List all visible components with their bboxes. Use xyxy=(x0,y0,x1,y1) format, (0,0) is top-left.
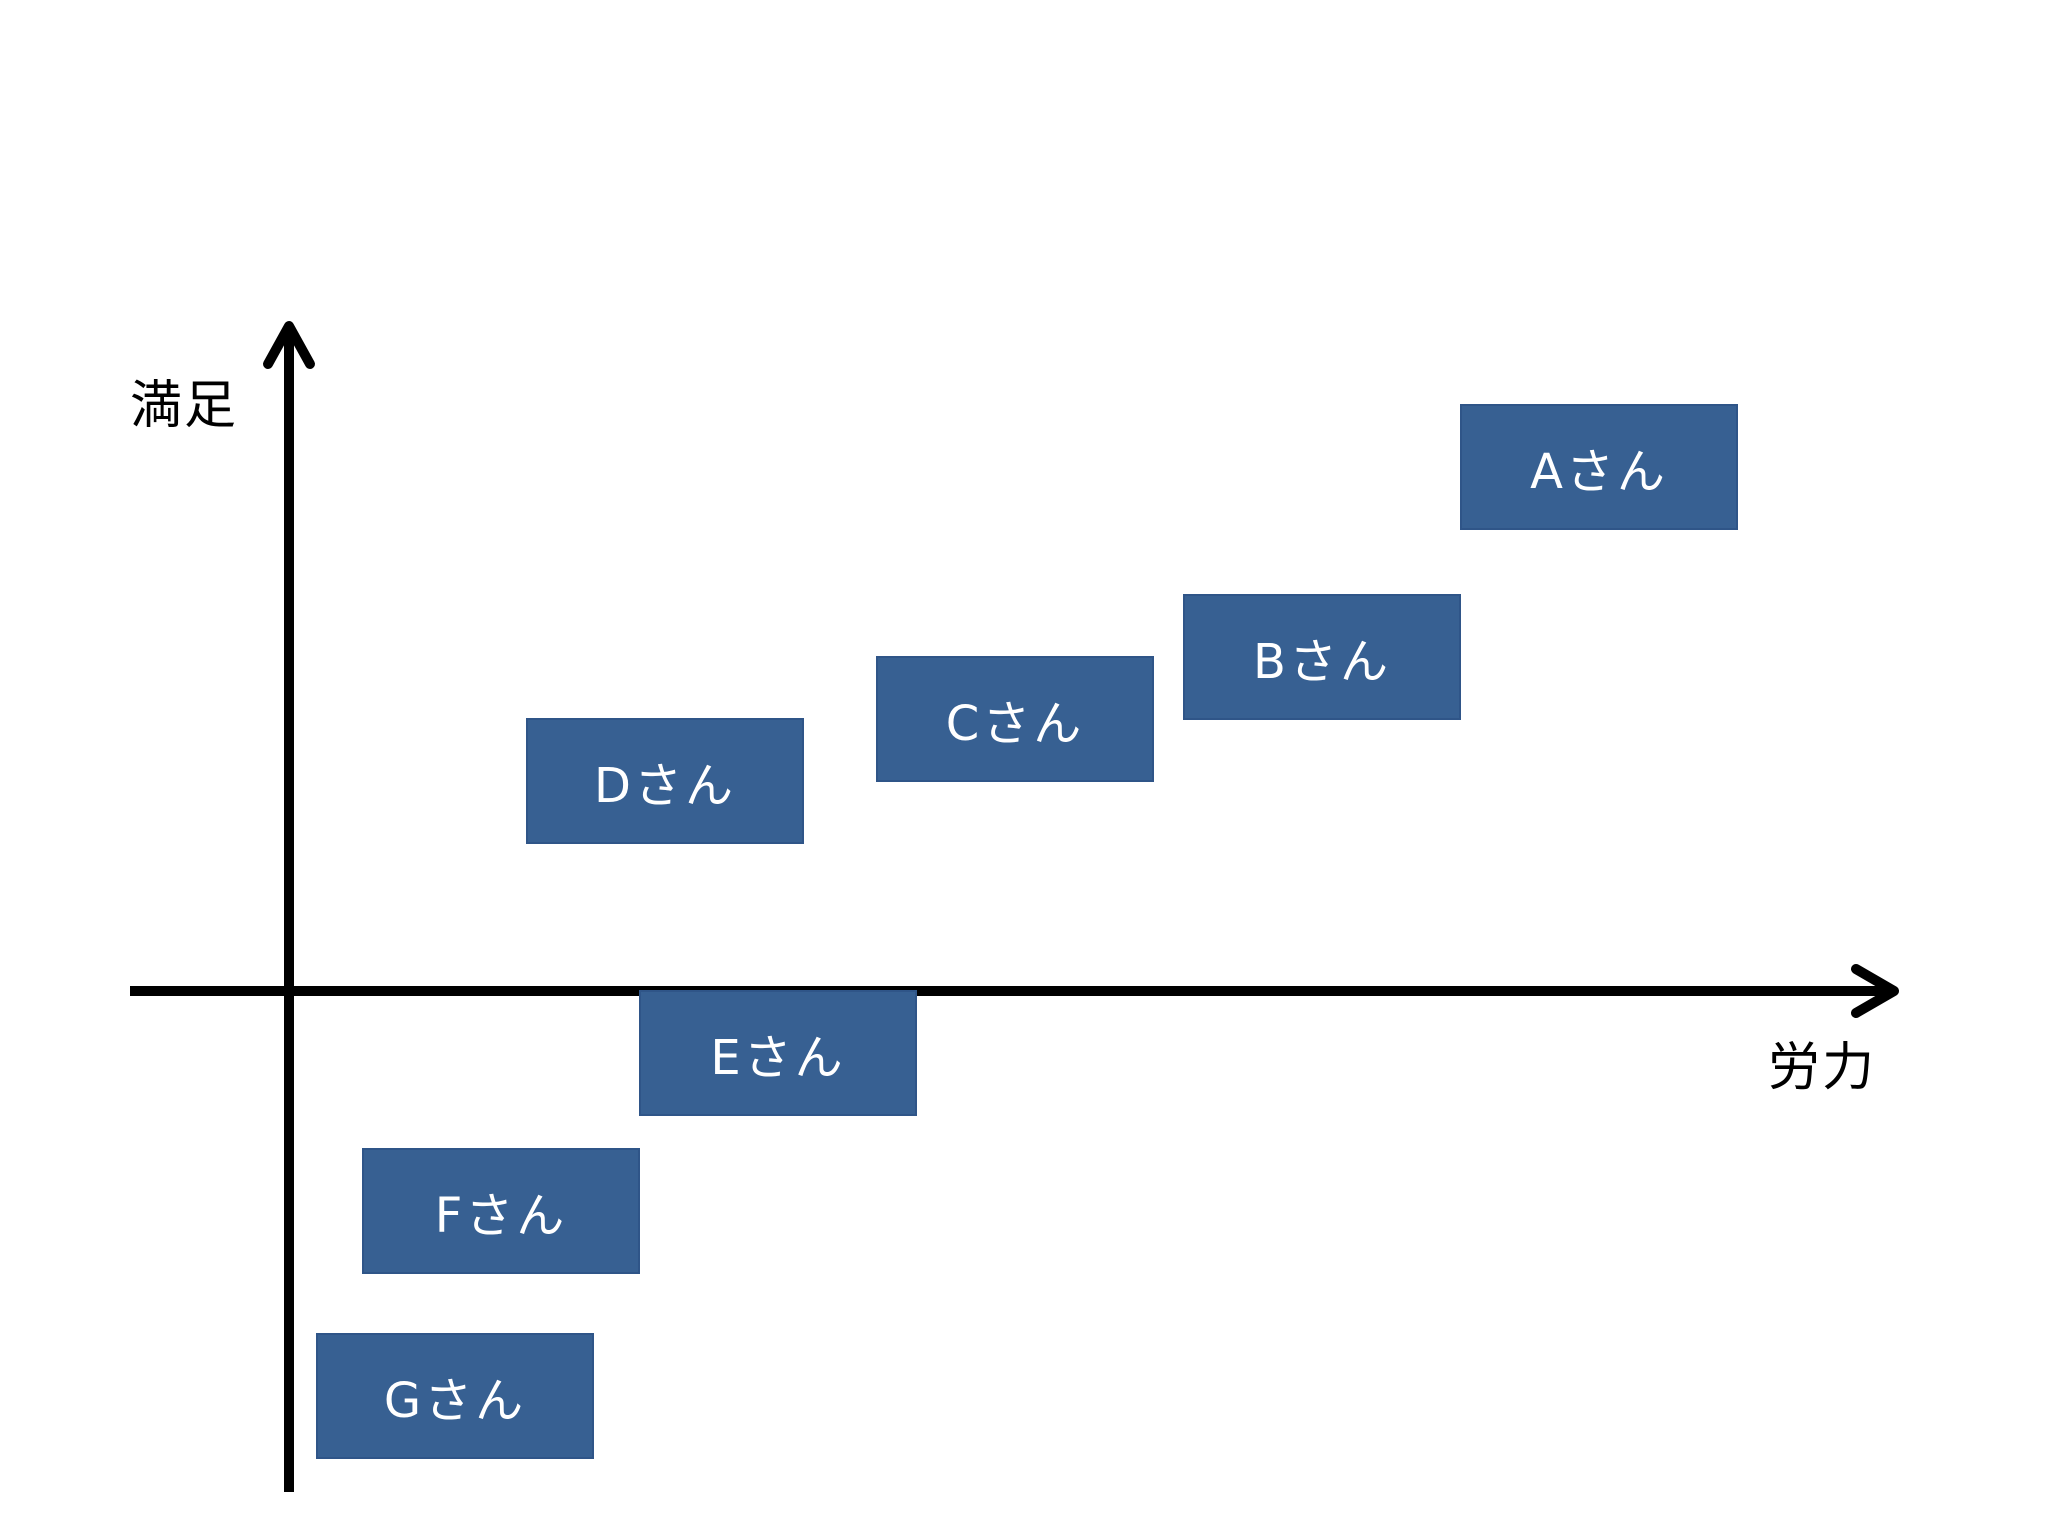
person-label-g: Gさん xyxy=(383,1373,527,1429)
person-label-f: Fさん xyxy=(434,1188,568,1244)
person-label-a: Aさん xyxy=(1530,444,1668,500)
y-axis-arrowhead xyxy=(263,321,315,369)
person-label-e: Eさん xyxy=(710,1030,846,1086)
y-axis-label: 満足 xyxy=(130,376,239,436)
person-box-a: Aさん xyxy=(1460,404,1738,530)
person-label-b: Bさん xyxy=(1253,634,1391,690)
person-box-g: Gさん xyxy=(316,1333,594,1459)
person-box-c: Cさん xyxy=(876,656,1154,782)
person-box-d: Dさん xyxy=(526,718,804,844)
person-box-e: Eさん xyxy=(639,990,917,1116)
x-axis-label: 労力 xyxy=(1768,1038,1877,1098)
x-axis-arrowhead xyxy=(1851,964,1899,1018)
person-label-c: Cさん xyxy=(945,696,1085,752)
person-box-f: Fさん xyxy=(362,1148,640,1274)
person-box-b: Bさん xyxy=(1183,594,1461,720)
person-label-d: Dさん xyxy=(594,758,736,814)
